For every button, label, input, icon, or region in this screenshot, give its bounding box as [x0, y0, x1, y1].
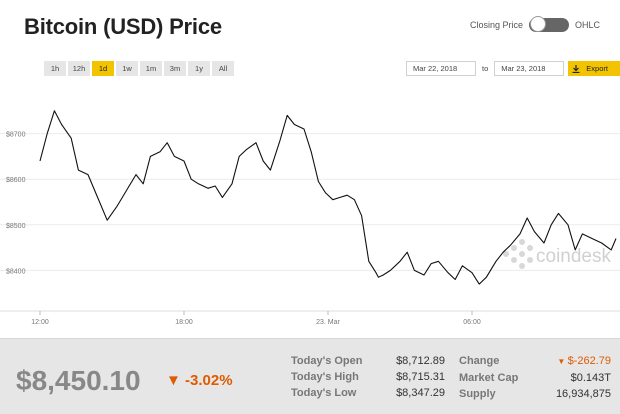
logo-dot	[519, 239, 525, 245]
stat-row: Today's Open $8,712.89	[291, 353, 445, 369]
x-tick-label: 23. Mar	[316, 319, 340, 326]
logo-dot	[519, 263, 525, 269]
stats-left: Today's Open $8,712.89 Today's High $8,715.…	[291, 353, 445, 401]
logo-dot	[511, 245, 517, 251]
stat-label: Today's Low	[291, 387, 357, 399]
stat-value: $8,347.29	[396, 385, 445, 401]
period-selector: 1h 12h 1d 1w 1m 3m 1y All	[44, 61, 234, 76]
date-range-separator: to	[482, 64, 489, 73]
period-button-1m[interactable]: 1m	[140, 61, 162, 76]
current-price: $8,450.10	[16, 365, 141, 396]
period-button-all[interactable]: All	[212, 61, 234, 76]
stat-label: Today's Open	[291, 355, 363, 367]
stat-label: Supply	[459, 388, 496, 400]
y-tick-label: $8600	[6, 177, 26, 184]
y-tick-label: $8400	[6, 268, 26, 275]
down-arrow-icon: ▼	[557, 357, 568, 366]
period-button-1d[interactable]: 1d	[92, 61, 114, 76]
stat-value: $8,712.89	[396, 353, 445, 369]
date-to-input[interactable]: Mar 23, 2018	[494, 61, 565, 76]
logo-dot	[527, 245, 533, 251]
period-button-1h[interactable]: 1h	[44, 61, 66, 76]
stat-value-text: $0.143T	[570, 372, 611, 384]
export-button[interactable]: Export	[568, 61, 620, 76]
stat-value-text: $8,715.31	[396, 371, 445, 383]
stat-value: 16,934,875	[556, 386, 611, 402]
stat-value: $0.143T	[571, 370, 611, 386]
stat-label: Change	[459, 355, 500, 367]
period-button-1y[interactable]: 1y	[188, 61, 210, 76]
stat-row: Today's High $8,715.31	[291, 369, 445, 385]
logo-dot	[503, 251, 509, 257]
stat-value-text: $8,712.89	[396, 355, 445, 367]
y-tick-label: $8500	[6, 223, 26, 230]
export-label: Export	[586, 64, 608, 73]
period-button-3m[interactable]: 3m	[164, 61, 186, 76]
price-mode-toggle[interactable]	[528, 16, 569, 32]
stat-value-text: $8,347.29	[396, 387, 445, 399]
x-tick-label: 12:00	[31, 319, 49, 326]
download-icon	[572, 64, 580, 73]
stat-row: Today's Low $8,347.29	[291, 385, 445, 401]
price-change-percent: ▼ -3.02%	[166, 372, 233, 389]
period-button-12h[interactable]: 12h	[68, 61, 90, 76]
stat-value: $8,715.31	[396, 369, 445, 385]
down-arrow-icon: ▼	[166, 372, 181, 389]
toggle-knob	[529, 16, 546, 32]
stat-row: Change ▼ $-262.79	[459, 353, 611, 370]
stats-right: Change ▼ $-262.79 Market Cap $0.143T Supply 1…	[459, 353, 611, 402]
change-pct-value: -3.02%	[185, 372, 233, 389]
x-tick-label: 18:00	[175, 319, 193, 326]
stat-value-text: $-262.79	[567, 355, 611, 367]
stat-label: Today's High	[291, 371, 359, 383]
stat-row: Supply 16,934,875	[459, 386, 611, 402]
watermark-text: coindesk	[536, 246, 611, 267]
stat-label: Market Cap	[459, 372, 519, 384]
price-series-line	[39, 110, 617, 285]
logo-dot	[527, 257, 533, 263]
stat-value-text: 16,934,875	[555, 388, 611, 400]
coindesk-logo-icon	[503, 239, 533, 269]
page-title: Bitcoin (USD) Price	[24, 14, 222, 39]
logo-dot	[511, 257, 517, 263]
date-range: Mar 22, 2018 to Mar 23, 2018 Export	[406, 61, 620, 76]
period-button-1w[interactable]: 1w	[116, 61, 138, 76]
logo-dot	[519, 251, 525, 257]
y-tick-label: $8700	[6, 132, 26, 139]
price-mode-toggle-group: Closing Price OHLC	[469, 16, 600, 32]
x-tick-label: 06:00	[463, 319, 481, 326]
stat-value: ▼ $-262.79	[557, 353, 611, 370]
stat-row: Market Cap $0.143T	[459, 370, 611, 386]
summary-bar: $8,450.10 ▼ -3.02% Today's Open $8,712.89…	[0, 338, 620, 414]
price-chart: $8700 $8600 $8500 $8400 coindesk 12:00 18:00 23…	[0, 110, 620, 326]
ohlc-label: OHLC	[574, 20, 600, 30]
date-from-input[interactable]: Mar 22, 2018	[406, 61, 476, 76]
closing-price-label: Closing Price	[469, 20, 523, 30]
